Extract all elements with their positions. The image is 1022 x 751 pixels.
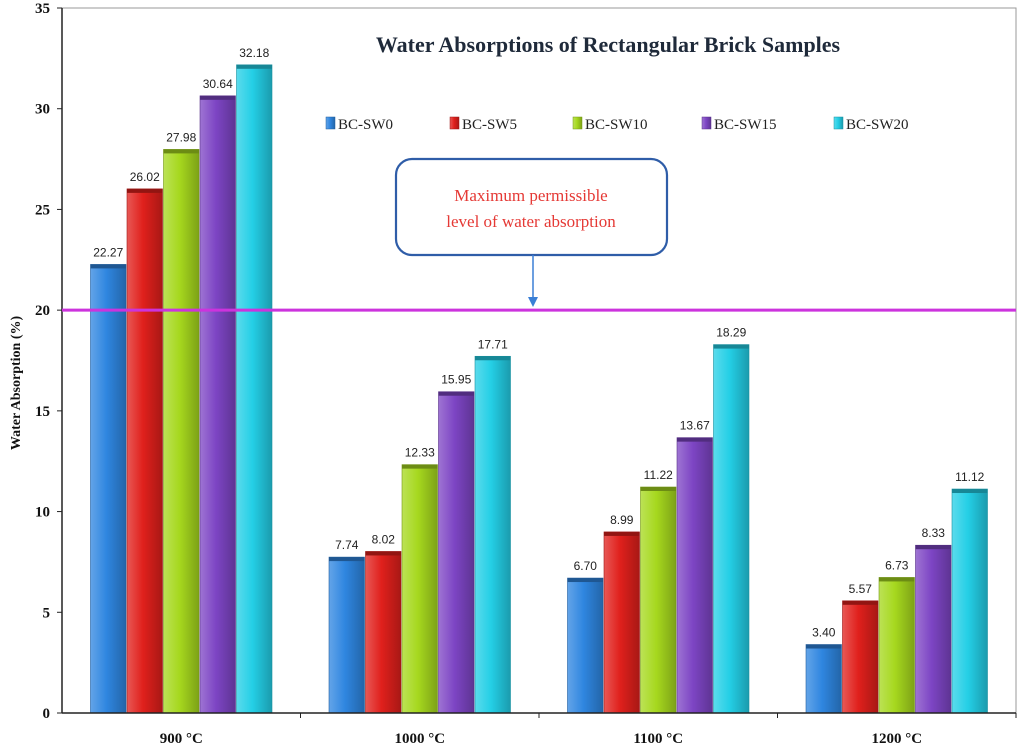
bar-cap [90,264,126,269]
annotation-box [394,157,669,257]
bar-bc-sw20 [474,355,511,714]
bar-bc-sw0 [90,264,127,714]
annotation: Maximum permissible level of water absorp… [394,157,669,307]
data-label: 26.02 [130,170,160,184]
data-label: 15.95 [441,373,471,387]
annotation-text: level of water absorption [446,212,616,231]
bar-cap [879,577,915,582]
legend-label: BC-SW0 [338,117,393,133]
data-label: 6.73 [885,558,909,572]
data-label: 7.74 [335,538,359,552]
bar-bc-sw15 [199,95,236,714]
bar-cap [438,391,474,396]
y-tick-label: 35 [35,1,50,17]
data-label: 32.18 [239,46,269,60]
bar-cap [163,149,199,154]
bar-cap [713,344,749,349]
data-label: 5.57 [849,582,873,596]
legend-label: BC-SW20 [846,117,909,133]
bar-cap [365,551,401,556]
y-tick-label: 25 [35,202,50,218]
x-category-label: 900 °C [160,731,203,747]
bar-cap [640,486,676,491]
legend-swatch [701,116,712,130]
legend-label: BC-SW15 [714,117,777,133]
legend-swatch [449,116,460,130]
data-label: 11.12 [955,470,984,484]
bar-bc-sw10 [640,486,677,714]
legend-swatch [833,116,844,130]
bar-bc-sw5 [365,551,402,714]
bar-bc-sw20 [951,488,988,714]
legend-label: BC-SW10 [585,117,648,133]
bar-cap [952,489,988,494]
y-tick-label: 10 [35,505,50,521]
data-label: 17.71 [478,337,508,351]
x-category-label: 1200 °C [871,731,922,747]
data-label: 18.29 [716,326,746,340]
data-label: 11.22 [644,468,673,482]
bar-cap [842,600,878,605]
data-label: 8.33 [922,526,946,540]
bar-cap [127,188,163,193]
bar-bc-sw15 [915,544,952,714]
data-label: 22.27 [93,245,123,259]
y-tick-label: 15 [35,404,50,420]
legend-swatch [325,116,336,130]
bar-bc-sw10 [401,464,438,714]
data-label: 3.40 [812,626,836,640]
bar-cap [915,545,951,550]
bar-cap [806,644,842,649]
data-label: 27.98 [166,130,196,144]
bar-bc-sw10 [878,577,915,714]
y-tick-label: 20 [35,303,50,319]
annotation-arrowhead [528,297,538,307]
bar-cap [604,531,640,536]
legend: BC-SW0 BC-SW5 BC-SW10 BC-SW15 BC-SW20 [325,116,909,133]
bar-cap [677,437,713,442]
data-label: 8.02 [372,532,396,546]
data-label: 13.67 [680,419,710,433]
x-category-label: 1100 °C [633,731,683,747]
data-label: 30.64 [203,77,233,91]
bar-cap [402,464,438,469]
bar-cap [200,95,236,100]
bar-bc-sw0 [328,556,365,714]
bar-bc-sw0 [567,577,604,714]
bar-bc-sw10 [163,149,200,714]
bar-bc-sw15 [676,437,713,714]
y-tick-label: 0 [43,706,51,722]
data-label: 8.99 [610,513,634,527]
bar-bc-sw5 [603,531,640,714]
bar-cap [329,557,365,562]
bar-bc-sw0 [805,644,842,714]
bar-cap [236,64,272,69]
bar-bc-sw5 [842,600,879,714]
bar-bc-sw20 [236,64,273,714]
annotation-text: Maximum permissible [454,186,607,205]
y-tick-label: 30 [35,102,50,118]
legend-label: BC-SW5 [462,117,517,133]
bar-cap [567,578,603,583]
legend-swatch [572,116,583,130]
y-axis-label: Water Absorption (%) [9,316,24,451]
chart-title: Water Absorptions of Rectangular Brick S… [376,32,841,57]
data-label: 12.33 [405,446,435,460]
data-label: 6.70 [574,559,598,573]
bar-bc-sw20 [713,344,750,714]
x-category-label: 1000 °C [394,731,445,747]
bar-cap [475,356,511,361]
y-tick-label: 5 [43,605,51,621]
bar-bc-sw15 [438,391,475,714]
bar-bc-sw5 [126,188,163,714]
